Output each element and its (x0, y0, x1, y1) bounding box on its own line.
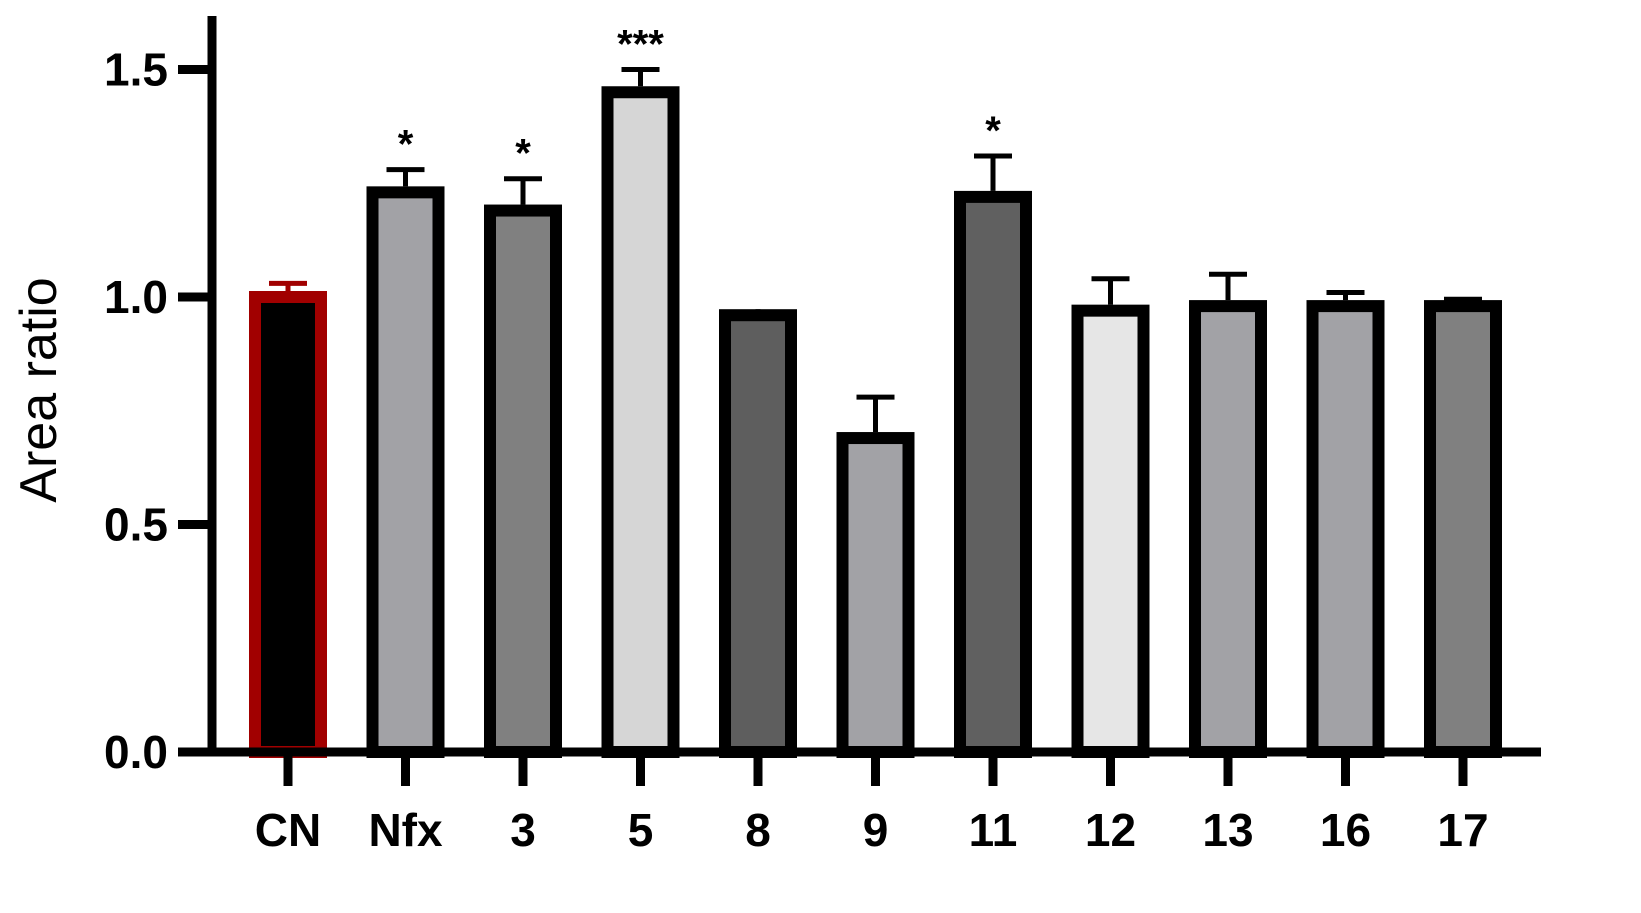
x-tick-label-16: 16 (1320, 804, 1371, 856)
significance-label-Nfx: * (398, 123, 414, 167)
x-ticks-group: CN Nfx 3 5 8 9 11 12 13 16 17 (255, 752, 1489, 856)
bar-13 (1189, 300, 1267, 758)
significance-label-3: * (515, 132, 531, 176)
x-tick-label-Nfx: Nfx (368, 804, 443, 856)
x-tick-label-3: 3 (510, 804, 536, 856)
bar-5 (601, 86, 680, 758)
significance-label-5: *** (617, 23, 664, 67)
y-tick-label-0.0: 0.0 (104, 726, 168, 778)
significance-label-11: * (985, 109, 1001, 153)
y-tick-label-0.5: 0.5 (104, 499, 168, 551)
y-tick-label-1.0: 1.0 (104, 271, 168, 323)
error-bars-group (269, 67, 1482, 433)
x-tick-label-CN: CN (255, 804, 321, 856)
bar-Nfx (366, 186, 445, 759)
x-tick-label-12: 12 (1085, 804, 1136, 856)
y-axis-title: Area ratio (10, 277, 68, 502)
significance-group: * ***** (398, 23, 1002, 176)
y-ticks-group: 0.0 0.5 1.0 1.5 (104, 44, 212, 778)
bar-11 (954, 190, 1032, 758)
bar-9 (836, 432, 915, 758)
bar-17 (1424, 300, 1502, 758)
x-tick-label-13: 13 (1202, 804, 1253, 856)
bar-3 (484, 204, 562, 759)
y-tick-label-1.5: 1.5 (104, 44, 168, 96)
bar-CN (249, 291, 327, 758)
x-tick-label-9: 9 (863, 804, 889, 856)
y-axis-title-group: Area ratio (10, 277, 68, 502)
x-tick-label-11: 11 (969, 804, 1018, 856)
bar-16 (1306, 300, 1385, 758)
x-tick-label-17: 17 (1437, 804, 1488, 856)
x-tick-label-5: 5 (628, 804, 654, 856)
bar-8 (719, 309, 797, 758)
bar-12 (1071, 304, 1150, 758)
x-tick-label-8: 8 (745, 804, 771, 856)
